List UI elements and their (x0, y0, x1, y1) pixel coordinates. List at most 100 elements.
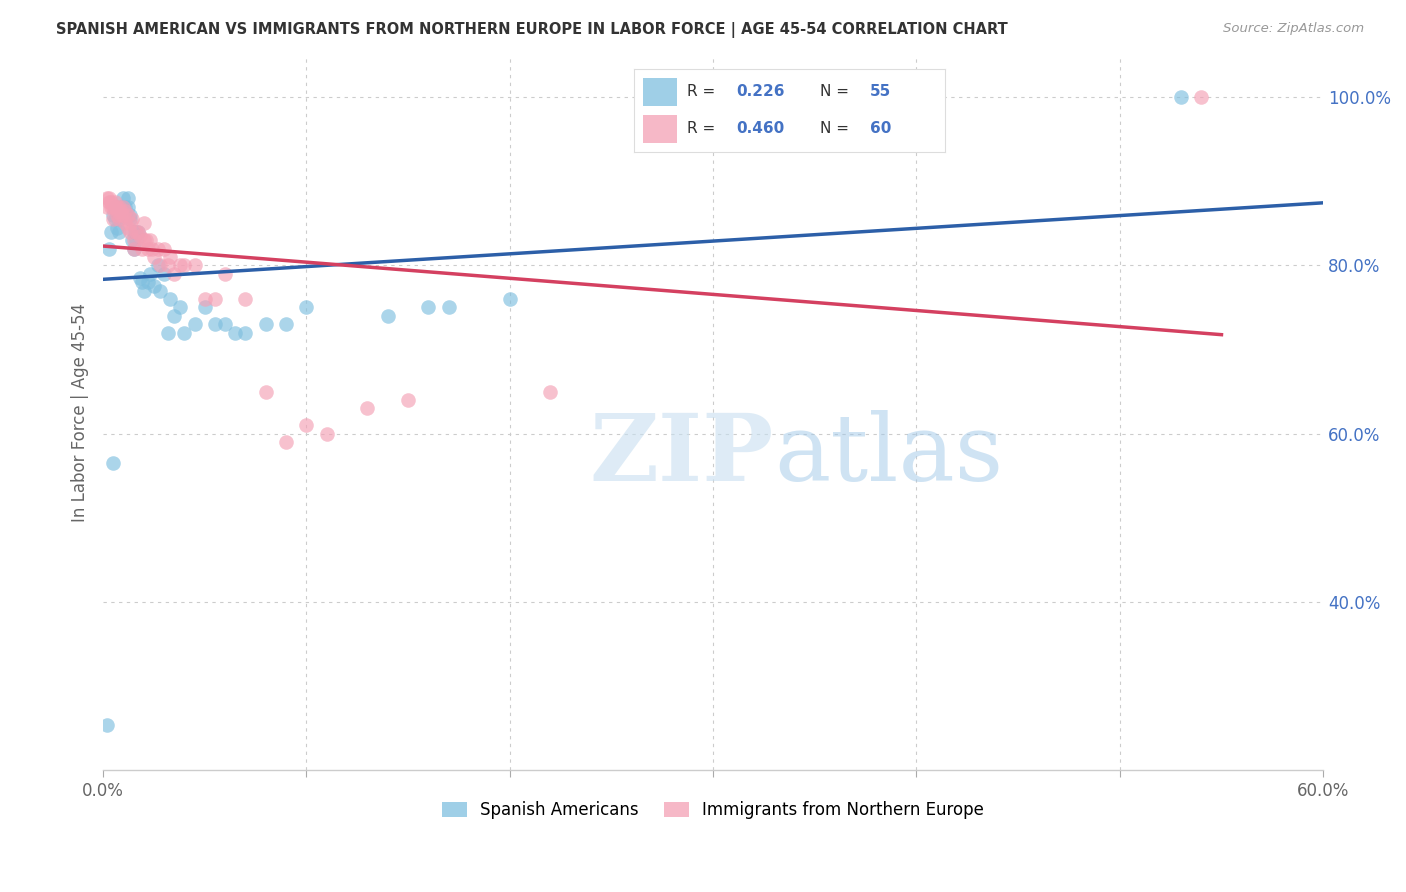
Point (159, 292, 181, 306)
Point (96, 200, 118, 214)
Text: SPANISH AMERICAN VS IMMIGRANTS FROM NORTHERN EUROPE IN LABOR FORCE | AGE 45-54 C: SPANISH AMERICAN VS IMMIGRANTS FROM NORT… (56, 22, 1008, 38)
Point (173, 259, 195, 273)
Point (108, 225, 131, 239)
Point (204, 318, 226, 332)
Y-axis label: In Labor Force | Age 45-54: In Labor Force | Age 45-54 (72, 303, 89, 522)
Point (121, 233, 143, 247)
Point (224, 326, 246, 340)
Point (276, 435, 298, 450)
Point (112, 200, 135, 214)
Point (173, 326, 195, 340)
Point (146, 242, 169, 256)
Point (122, 242, 145, 256)
Point (499, 292, 522, 306)
Point (127, 225, 149, 239)
Point (96, 191, 118, 205)
Point (131, 275, 153, 289)
Text: Source: ZipAtlas.com: Source: ZipAtlas.com (1223, 22, 1364, 36)
Point (128, 229, 150, 244)
Point (100, 200, 122, 214)
Point (98, 191, 121, 205)
Point (104, 195, 127, 210)
Point (114, 200, 136, 214)
Point (114, 203, 136, 218)
Point (163, 267, 186, 281)
Point (114, 216, 136, 230)
Point (153, 267, 176, 281)
Point (110, 200, 132, 214)
Point (540, 384, 562, 399)
Point (96, 718, 118, 732)
Point (112, 191, 135, 205)
Point (110, 203, 132, 218)
Text: ZIP: ZIP (591, 410, 775, 500)
Point (100, 225, 122, 239)
Point (103, 456, 125, 470)
Point (169, 259, 191, 273)
Point (418, 301, 440, 315)
Point (105, 203, 128, 218)
Text: atlas: atlas (775, 410, 1004, 500)
Point (131, 242, 153, 256)
Point (157, 326, 180, 340)
Legend: Spanish Americans, Immigrants from Northern Europe: Spanish Americans, Immigrants from North… (436, 795, 991, 826)
Point (132, 216, 155, 230)
Point (122, 233, 145, 247)
Point (108, 212, 131, 227)
Point (117, 220, 139, 235)
Point (169, 301, 191, 315)
Point (104, 200, 127, 214)
Point (183, 259, 205, 273)
Point (235, 292, 257, 306)
Point (276, 318, 298, 332)
Point (183, 318, 205, 332)
Point (100, 195, 122, 210)
Point (149, 259, 172, 273)
Point (1170, 90, 1192, 104)
Point (136, 242, 159, 256)
Point (110, 208, 132, 222)
Point (149, 284, 172, 298)
Point (235, 326, 257, 340)
Point (437, 301, 460, 315)
Point (136, 275, 159, 289)
Point (112, 200, 135, 214)
Point (139, 233, 162, 247)
Point (194, 301, 217, 315)
Point (108, 212, 131, 227)
Point (122, 225, 145, 239)
Point (1189, 90, 1212, 104)
Point (163, 309, 186, 323)
Point (103, 212, 125, 227)
Point (103, 208, 125, 222)
Point (118, 208, 141, 222)
Point (104, 212, 127, 227)
Point (104, 200, 127, 214)
Point (143, 250, 166, 264)
Point (295, 418, 318, 433)
Point (396, 392, 419, 407)
Point (124, 233, 146, 247)
Point (118, 216, 141, 230)
Point (157, 259, 180, 273)
Point (128, 271, 150, 285)
Point (118, 212, 141, 227)
Point (146, 259, 169, 273)
Point (118, 225, 141, 239)
Point (117, 208, 139, 222)
Point (105, 220, 128, 235)
Point (377, 309, 399, 323)
Point (143, 279, 166, 293)
Point (103, 200, 125, 214)
Point (295, 301, 318, 315)
Point (159, 250, 181, 264)
Point (214, 318, 236, 332)
Point (117, 191, 139, 205)
Point (315, 426, 337, 441)
Point (121, 212, 143, 227)
Point (114, 208, 136, 222)
Point (153, 242, 176, 256)
Point (356, 401, 378, 416)
Point (127, 225, 149, 239)
Point (132, 284, 155, 298)
